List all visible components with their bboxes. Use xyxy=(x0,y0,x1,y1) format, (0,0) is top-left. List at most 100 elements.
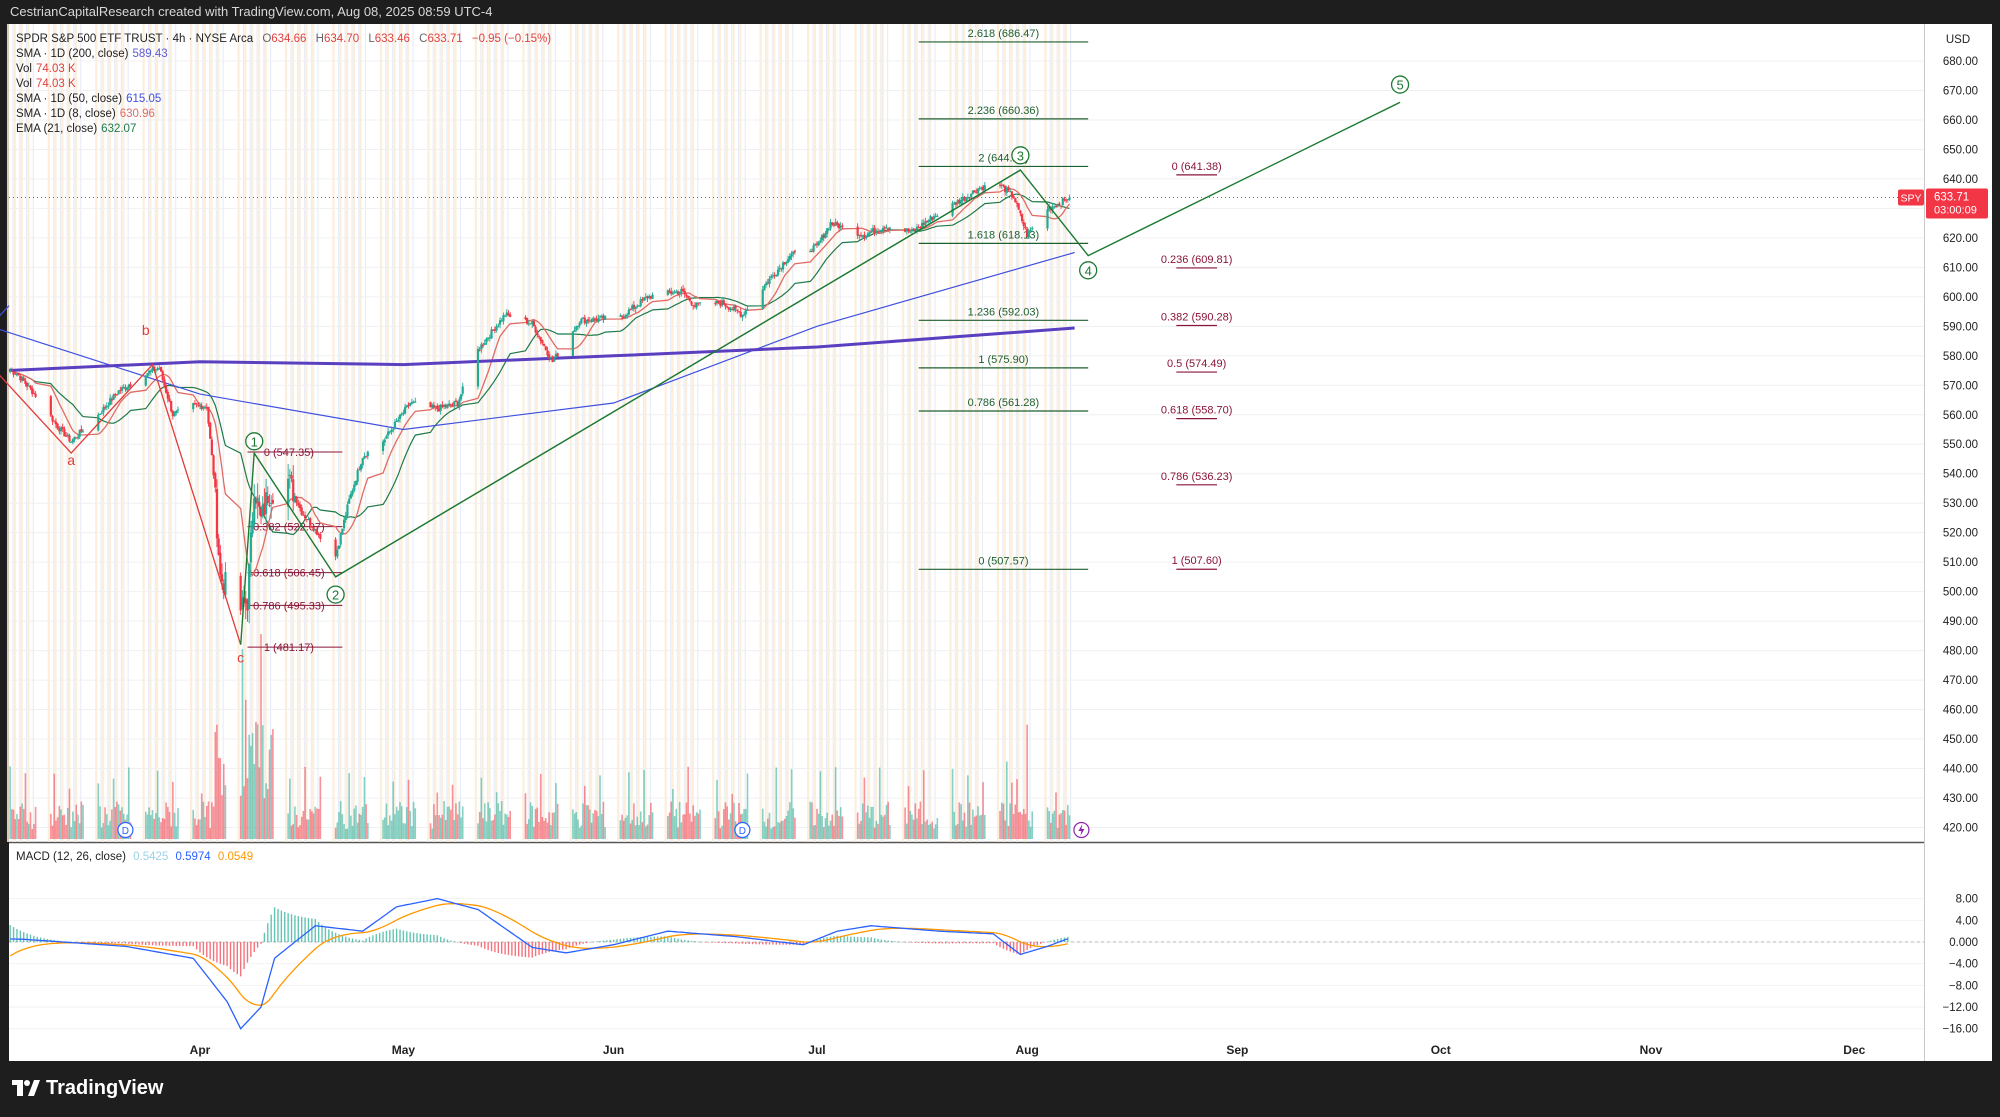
premarket-stripe xyxy=(949,24,952,842)
candle-body xyxy=(97,414,100,431)
volume-bar xyxy=(780,820,783,839)
volume-bar xyxy=(361,806,364,839)
afterhours-stripe xyxy=(934,24,936,842)
volume-bar xyxy=(239,795,242,839)
volume-bar xyxy=(1011,782,1013,839)
indicator-legend-ema21[interactable]: EMA (21, close) 632.07 xyxy=(16,123,136,135)
volume-bar xyxy=(722,809,725,839)
macd-histogram-bar xyxy=(802,942,805,945)
fib-ext-label: 0.786 (561.28) xyxy=(968,397,1040,409)
macd-histogram-bar xyxy=(436,935,438,942)
volume-bar xyxy=(836,810,839,839)
volume-bar xyxy=(819,771,822,839)
candle-body xyxy=(339,533,342,545)
macd-histogram-bar xyxy=(26,933,28,942)
tradingview-logo-icon xyxy=(12,1078,40,1100)
afterhours-stripe xyxy=(547,24,550,842)
volume-bar xyxy=(146,814,149,839)
volume-bar xyxy=(775,767,778,839)
candle-body xyxy=(19,375,22,381)
macd-histogram-bar xyxy=(368,936,371,942)
volume-bar xyxy=(480,777,483,839)
chart-canvas[interactable]: 2.618 (686.47)2.236 (660.36)2 (644.23)1.… xyxy=(0,24,2000,1063)
macd-pane[interactable] xyxy=(9,843,1924,1061)
volume-bar xyxy=(258,767,261,839)
volume-bar xyxy=(982,782,984,839)
indicator-legend-sma8[interactable]: SMA · 1D (8, close) 630.96 xyxy=(16,108,155,120)
candle-body xyxy=(309,518,312,526)
macd-histogram-bar xyxy=(785,942,788,945)
volume-bar xyxy=(828,825,830,839)
price-pane[interactable] xyxy=(9,24,1924,842)
volume-bar xyxy=(856,812,859,839)
candle-body xyxy=(954,202,958,205)
candle-body xyxy=(310,526,313,528)
volume-bar xyxy=(885,804,888,839)
candle-body xyxy=(51,416,54,422)
volume-bar xyxy=(860,820,862,839)
candle-body xyxy=(578,322,581,326)
macd-histogram-bar xyxy=(219,942,222,964)
macd-histogram-bar xyxy=(280,910,283,942)
macd-histogram-bar xyxy=(755,942,757,945)
candle-body xyxy=(414,401,417,403)
indicator-legend-sma50[interactable]: SMA · 1D (50, close) 615.05 xyxy=(16,93,161,105)
macd-histogram-bar xyxy=(131,942,133,945)
volume-bar xyxy=(507,816,510,839)
macd-histogram-bar xyxy=(687,940,689,942)
volume-bar xyxy=(161,817,164,839)
volume-bar xyxy=(263,798,266,839)
premarket-stripe xyxy=(996,24,1000,842)
candle-body xyxy=(492,329,495,331)
candle-body xyxy=(780,268,783,270)
candle-body xyxy=(68,435,71,442)
macd-histogram-bar xyxy=(294,915,296,942)
macd-histogram-bar xyxy=(199,942,201,953)
indicator-legend-vol-2[interactable]: Vol 74.03 K xyxy=(16,78,76,90)
month-tick: Jun xyxy=(603,1043,624,1057)
premarket-stripe xyxy=(169,24,172,842)
macd-histogram-bar xyxy=(331,931,333,942)
candle-body xyxy=(583,317,586,324)
macd-histogram-bar xyxy=(158,942,161,946)
volume-bar xyxy=(904,807,906,839)
volume-bar xyxy=(729,813,732,839)
macd-histogram-bar xyxy=(239,942,242,977)
macd-histogram-bar xyxy=(412,932,415,942)
volume-bar xyxy=(192,809,195,839)
afterhours-stripe xyxy=(25,24,28,842)
volume-bar xyxy=(887,801,889,839)
volume-bar xyxy=(17,819,20,839)
volume-bar xyxy=(221,795,223,839)
macd-histogram-bar xyxy=(1046,941,1049,943)
afterhours-stripe xyxy=(1002,24,1004,842)
candle-body xyxy=(876,231,880,233)
indicator-legend-vol[interactable]: Vol 74.03 K xyxy=(16,63,76,75)
afterhours-stripe xyxy=(792,24,794,842)
macd-histogram-bar xyxy=(33,935,35,942)
volume-bar xyxy=(148,807,150,839)
premarket-stripe xyxy=(434,24,437,842)
fib-retrace-label: 0 (641.38) xyxy=(1172,161,1222,173)
macd-histogram-bar xyxy=(541,942,544,954)
tradingview-logo[interactable]: TradingView xyxy=(12,1077,163,1100)
candle-body xyxy=(509,314,512,317)
volume-bar xyxy=(587,805,589,839)
macd-legend[interactable]: MACD (12, 26, close) 0.5425 0.5974 0.054… xyxy=(16,851,253,863)
candle-body xyxy=(593,318,597,320)
premarket-stripe xyxy=(868,24,871,842)
candle-body xyxy=(1056,203,1059,207)
indicator-legend-sma200[interactable]: SMA · 1D (200, close) 589.43 xyxy=(16,48,168,60)
macd-histogram-bar xyxy=(270,914,272,942)
candle-body xyxy=(934,215,937,217)
candle-body xyxy=(956,200,959,204)
candle-body xyxy=(409,402,412,406)
premarket-stripe xyxy=(725,24,728,842)
premarket-stripe xyxy=(854,24,857,842)
macd-histogram-bar xyxy=(236,942,238,975)
volume-bar xyxy=(111,809,113,839)
volume-bar xyxy=(553,812,556,839)
candle-body xyxy=(456,402,459,406)
volume-bar xyxy=(980,814,983,839)
afterhours-stripe xyxy=(832,24,834,842)
